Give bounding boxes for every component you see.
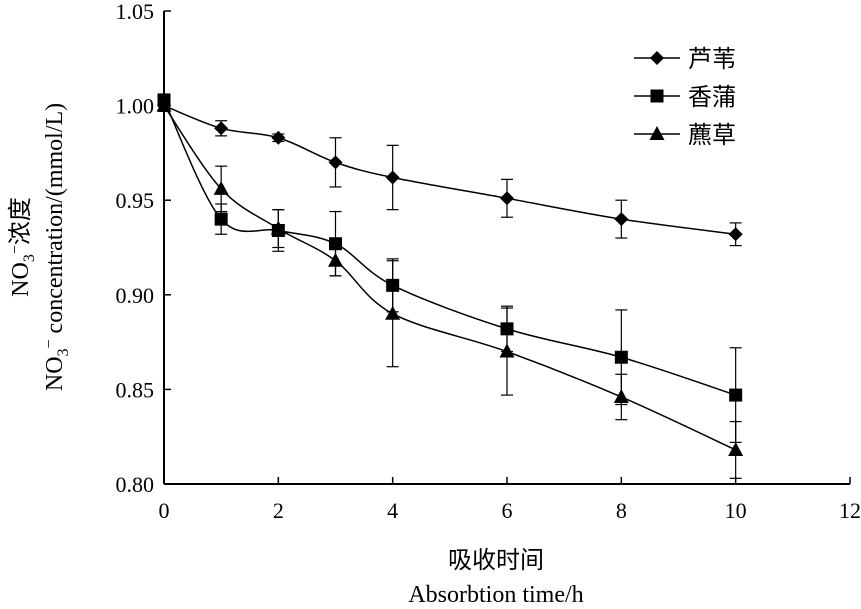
data-point-diamond [214,121,229,136]
data-point-triangle [328,252,343,267]
legend-label: 香蒲 [688,84,736,111]
y-axis-subscript: 3 [21,254,38,262]
legend-label: 藨草 [688,122,736,149]
y-axis-species: NO [8,262,34,297]
data-point-square [214,212,228,226]
data-point-square [614,350,628,364]
x-tick-label: 10 [725,498,747,523]
data-point-square [329,237,342,251]
data-point-triangle [270,220,286,235]
data-point-diamond [614,212,629,227]
legend-marker-square [650,89,664,103]
series-layer [156,93,744,479]
legend-label: 芦苇 [688,46,736,73]
y-tick-label: 1.00 [116,94,155,119]
x-tick-label: 0 [159,498,170,523]
data-point-triangle [385,305,401,320]
legend-marker-diamond [650,51,664,65]
data-point-triangle [613,388,629,403]
x-axis-title-cn: 吸收时间 [448,547,544,574]
y-tick-label: 0.95 [116,188,155,213]
data-point-triangle [499,343,515,358]
x-tick-label: 4 [387,498,398,523]
ticks: 0.80 0.85 0.90 0.95 1.00 1.05 0 2 4 6 8 10 12 [116,0,861,523]
x-tick-label: 8 [616,498,627,523]
series-diamond [157,98,743,247]
data-point-triangle [728,441,744,456]
x-tick-label: 2 [273,498,284,523]
y-axis-subscript-en: 3 [55,348,72,356]
y-axis-superscript: − [7,245,24,254]
data-point-triangle [156,97,172,112]
series-line [163,99,736,396]
axes [163,11,850,485]
y-axis-superscript-en: − [41,339,58,348]
data-point-diamond [328,155,343,170]
y-tick-label: 0.80 [116,472,155,497]
data-point-diamond [500,191,514,206]
legend-marker-triangle [649,126,665,140]
series-triangle [156,97,744,479]
x-axis-title-en: Absorbtion time/h [408,582,583,608]
y-axis-title-cn: NO3−浓度 [7,197,38,297]
y-axis-title-en-text: concentration/(mmol/L) [42,103,68,334]
x-tick-label: 12 [839,498,861,523]
data-point-diamond [728,227,743,242]
y-tick-label: 0.85 [116,377,155,402]
y-axis-title-cn-text: 浓度 [7,197,34,245]
data-point-square [729,388,743,402]
x-tick-label: 6 [502,498,513,523]
series-square [157,93,743,443]
series-line [163,105,736,451]
data-point-diamond [271,130,286,145]
y-axis-species-en: NO [42,356,68,391]
series-line [163,104,736,235]
y-tick-label: 1.05 [116,0,155,24]
data-point-diamond [385,170,400,185]
data-point-triangle [213,180,229,195]
y-tick-label: 0.90 [116,283,155,308]
y-axis-title-en: NO3− concentration/(mmol/L) [41,103,72,391]
